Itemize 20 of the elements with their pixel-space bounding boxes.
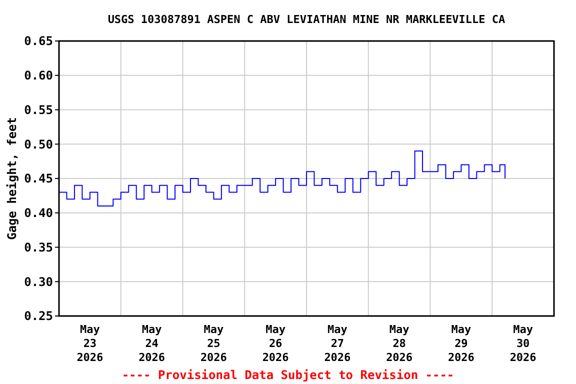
y-tick-label: 0.40 (24, 206, 53, 220)
x-tick-label: May 25 2026 (200, 323, 228, 364)
x-tick-label: May 24 2026 (138, 323, 166, 364)
y-tick-label: 0.35 (24, 240, 53, 254)
x-tick-label: May 23 2026 (76, 323, 104, 364)
y-tick-label: 0.50 (24, 137, 53, 152)
x-tick-label: May 29 2026 (448, 323, 475, 364)
y-tick-label: 0.65 (24, 34, 53, 48)
y-tick-label: 0.30 (24, 274, 53, 289)
y-axis-title: Gage height, feet (5, 117, 19, 240)
x-tick-label: May 26 2026 (262, 323, 290, 364)
y-tick-label: 0.60 (24, 68, 53, 83)
y-tick-label: 0.45 (24, 172, 53, 186)
x-tick-label: May 27 2026 (324, 323, 352, 364)
x-tick-label: May 30 2026 (510, 323, 537, 364)
chart-title: USGS 103087891 ASPEN C ABV LEVIATHAN MINE NR MARKLEEVILLE CA (108, 13, 506, 26)
y-tick-label: 0.55 (24, 102, 53, 117)
x-tick-label: May 28 2026 (386, 323, 413, 364)
y-tick-label: 0.25 (24, 309, 53, 324)
text: ---- Provisional Data Subject to Revision ---- (122, 368, 454, 382)
